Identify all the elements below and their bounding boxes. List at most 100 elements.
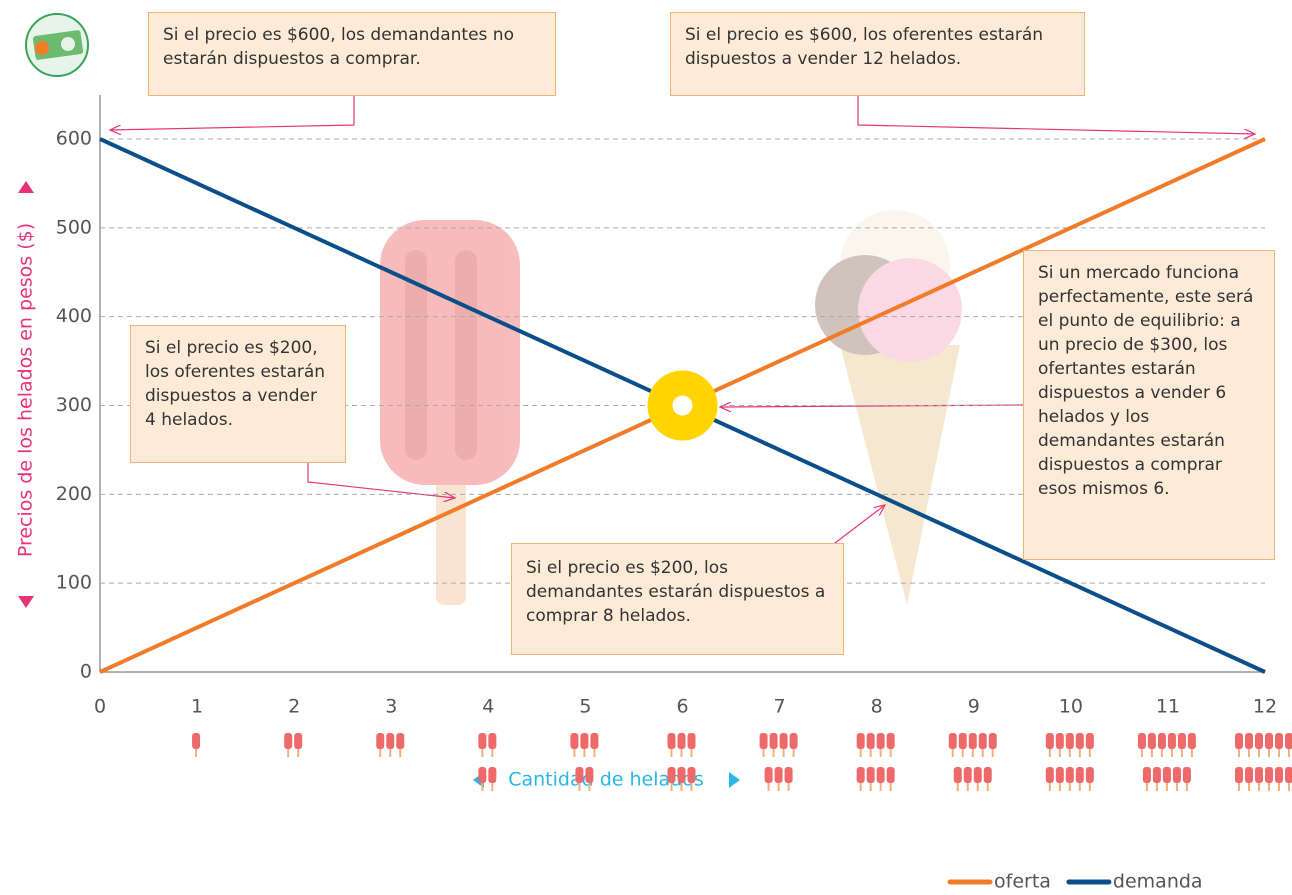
popsicle-icon	[667, 767, 676, 783]
popsicle-stick	[1165, 783, 1168, 791]
annotation: Si el precio es $600, los oferentes esta…	[670, 12, 1085, 96]
popsicle-icon	[779, 733, 788, 749]
y-axis-label: Precios de los helados en pesos ($)	[15, 223, 37, 557]
x-tick-label: 0	[94, 696, 106, 718]
popsicle-icon	[192, 733, 201, 749]
popsicle-icon	[284, 733, 293, 749]
popsicle-icon	[1157, 733, 1166, 749]
popsicle-stick	[1150, 749, 1153, 757]
popsicle-icon	[1142, 767, 1151, 783]
popsicle-icon	[590, 733, 599, 749]
popsicle-stick	[1068, 749, 1071, 757]
popsicle-stick	[1278, 749, 1280, 757]
popsicle-icon	[478, 733, 487, 749]
popsicle-icon	[764, 767, 773, 783]
popsicle-icon	[570, 733, 579, 749]
legend-label: oferta	[994, 871, 1051, 893]
popsicle-icon	[1182, 767, 1191, 783]
popsicle-stick	[767, 783, 770, 791]
annotation: Si un mercado funciona perfectamente, es…	[1023, 250, 1275, 560]
popsicle-stick	[986, 783, 989, 791]
popsicle-stick	[1288, 783, 1290, 791]
popsicle-stick	[991, 749, 994, 757]
popsicle-stick	[670, 749, 673, 757]
popsicle-icon	[784, 767, 793, 783]
popsicle-icon	[968, 733, 977, 749]
popsicle-icon	[856, 767, 865, 783]
popsicle-icon	[677, 733, 686, 749]
popsicle-icon	[396, 733, 405, 749]
popsicle-icon	[1065, 733, 1074, 749]
popsicle-icon	[294, 733, 303, 749]
popsicle-icon	[856, 733, 865, 749]
popsicle-stick	[966, 783, 969, 791]
popsicle-icon	[1245, 767, 1253, 783]
popsicle-icon	[876, 733, 885, 749]
popsicle-icon	[687, 767, 696, 783]
popsicle-stick	[859, 783, 862, 791]
popsicle-icon	[687, 733, 696, 749]
money-icon	[25, 13, 89, 77]
popsicle-stick	[1048, 749, 1051, 757]
popsicle-icon	[1085, 733, 1094, 749]
popsicle-stick	[772, 749, 775, 757]
popsicle-icon	[376, 733, 385, 749]
popsicle-icon	[1055, 767, 1064, 783]
popsicle-stick	[573, 749, 576, 757]
x-tick-label: 3	[385, 696, 397, 718]
popsicle-stick	[1268, 749, 1270, 757]
y-axis-arrow-down	[18, 596, 34, 608]
popsicle-stick	[869, 749, 872, 757]
popsicle-icon	[1162, 767, 1171, 783]
popsicle-stick	[1175, 783, 1178, 791]
popsicle-stick	[1185, 783, 1188, 791]
popsicle-icon	[1055, 733, 1064, 749]
annotation: Si el precio es $200, los oferentes esta…	[130, 325, 346, 463]
x-tick-label: 2	[288, 696, 300, 718]
popsicle-stick	[379, 749, 382, 757]
x-tick-label: 8	[871, 696, 883, 718]
y-tick-label: 600	[56, 128, 92, 150]
ice-cream-illustration	[815, 210, 962, 605]
popsicle-stick	[578, 783, 581, 791]
popsicle-stick	[1058, 749, 1061, 757]
popsicle-icon	[478, 767, 487, 783]
popsicle-stick	[777, 783, 780, 791]
popsicle-stick	[782, 749, 785, 757]
popsicle-icon	[963, 767, 972, 783]
popsicle-icon	[973, 767, 982, 783]
popsicle-icon	[1177, 733, 1186, 749]
annotation: Si el precio es $200, los demandantes es…	[511, 543, 844, 655]
x-tick-label: 10	[1059, 696, 1083, 718]
popsicle-stick	[1058, 783, 1061, 791]
popsicle-stick	[481, 749, 484, 757]
popsicle-icon	[1152, 767, 1161, 783]
popsicle-icon	[1075, 767, 1084, 783]
popsicle-stick	[1258, 749, 1260, 757]
popsicle-stick	[859, 749, 862, 757]
y-tick-label: 200	[56, 483, 92, 505]
popsicle-icon	[1285, 767, 1292, 783]
popsicle-stick	[1145, 783, 1148, 791]
popsicle-stick	[481, 783, 484, 791]
popsicle-stick	[588, 783, 591, 791]
popsicle-icon	[866, 767, 875, 783]
popsicle-icon	[1065, 767, 1074, 783]
popsicle-stick	[1248, 783, 1250, 791]
popsicle-icon	[978, 733, 987, 749]
popsicle-stick	[1190, 749, 1193, 757]
popsicle-stick	[981, 749, 984, 757]
popsicle-icon	[1235, 733, 1243, 749]
popsicle-icon	[488, 767, 497, 783]
popsicle-icon	[886, 733, 895, 749]
popsicle-stick	[869, 783, 872, 791]
popsicle-stick	[976, 783, 979, 791]
popsicle-stick	[680, 783, 683, 791]
popsicle-icon	[677, 767, 686, 783]
y-tick-label: 500	[56, 216, 92, 238]
x-tick-label: 6	[676, 696, 688, 718]
x-tick-label: 12	[1253, 696, 1277, 718]
y-tick-label: 300	[56, 394, 92, 416]
popsicle-stick	[971, 749, 974, 757]
